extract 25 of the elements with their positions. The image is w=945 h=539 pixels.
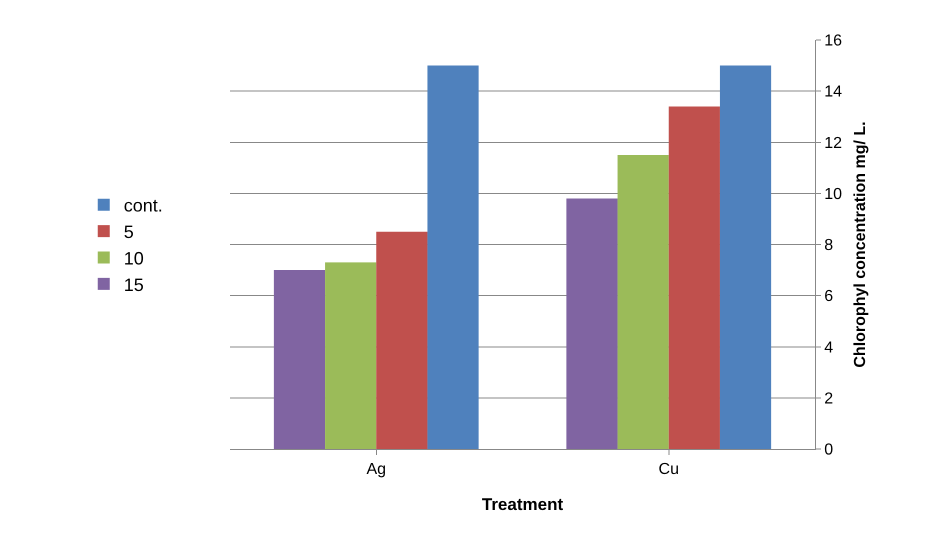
y-tick-label: 0 — [824, 442, 834, 459]
legend-label: cont. — [124, 196, 163, 216]
x-tick-label: Ag — [366, 461, 386, 478]
bar — [618, 155, 669, 449]
y-tick-label: 14 — [824, 84, 842, 101]
x-tick-label: Cu — [658, 461, 679, 478]
y-tick-label: 16 — [824, 32, 842, 50]
bar — [668, 106, 720, 449]
legend-label: 10 — [124, 248, 144, 269]
y-tick-label: 2 — [824, 390, 834, 408]
x-axis-title: Treatment — [482, 495, 564, 514]
legend-label: 15 — [124, 274, 144, 295]
y-tick-label: 12 — [824, 134, 842, 152]
y-axis-title: Chlorophyl concentration mg/ L. — [852, 121, 869, 368]
y-tick-label: 8 — [824, 237, 834, 254]
bar — [274, 270, 326, 449]
bar — [427, 66, 479, 449]
legend-label: 5 — [124, 222, 134, 242]
y-tick-label: 6 — [824, 288, 834, 306]
bar — [325, 262, 376, 449]
y-tick-label: 10 — [824, 186, 842, 203]
bar — [376, 232, 428, 449]
bar — [720, 66, 772, 449]
y-tick-label: 4 — [824, 339, 834, 356]
bar — [566, 198, 618, 449]
